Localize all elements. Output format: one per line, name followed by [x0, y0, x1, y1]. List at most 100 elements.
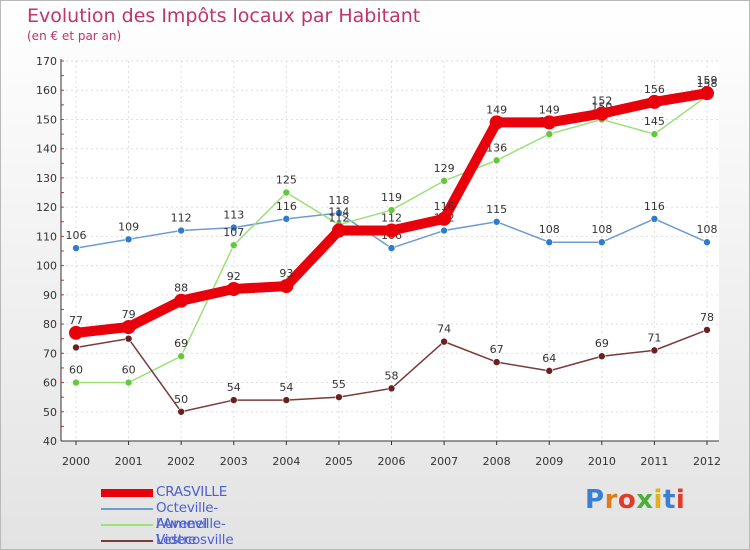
data-point [387, 384, 396, 393]
data-label: 108 [697, 223, 718, 236]
data-point [542, 115, 557, 130]
data-label: 79 [122, 308, 136, 321]
legend-label: CRASVILLE [156, 484, 228, 500]
legend-label: Octeville-l'Avenel [156, 500, 219, 532]
data-label: 116 [644, 200, 665, 213]
data-point [703, 238, 711, 247]
x-tick-label: 2008 [483, 455, 511, 468]
data-point [647, 94, 662, 109]
y-tick-label: 90 [43, 289, 57, 302]
data-point [384, 223, 399, 238]
line-chart: 40 50 60 70 80 90 100 110 120 130 140 150 160 170 2000… [36, 55, 721, 468]
data-point [177, 407, 185, 416]
legend-label: Videcosville [156, 532, 234, 548]
data-label: 93 [279, 267, 293, 280]
data-point [174, 293, 189, 308]
y-tick-label: 140 [36, 143, 57, 156]
data-label: 152 [591, 95, 612, 108]
data-point [598, 352, 606, 361]
chart-title: Evolution des Impôts locaux par Habitant [27, 5, 421, 27]
y-tick-label: 110 [36, 230, 57, 243]
data-label: 159 [697, 74, 718, 87]
data-point [492, 358, 501, 366]
data-label: 116 [434, 200, 455, 213]
x-tick-label: 2006 [378, 455, 406, 468]
data-label: 114 [328, 206, 349, 219]
data-label: 106 [66, 229, 87, 242]
data-point [124, 334, 133, 343]
data-label: 108 [539, 223, 560, 236]
data-point [279, 279, 294, 294]
data-label: 113 [223, 209, 244, 222]
x-tick-label: 2011 [640, 455, 668, 468]
data-point [440, 226, 448, 235]
data-point [545, 130, 554, 138]
x-tick-label: 2000 [62, 455, 90, 468]
y-tick-label: 50 [43, 406, 57, 419]
legend-swatch [101, 540, 153, 542]
data-point [650, 346, 659, 355]
data-label: 60 [69, 364, 83, 377]
data-label: 109 [118, 220, 139, 233]
data-label: 112 [328, 212, 349, 225]
data-label: 118 [328, 194, 349, 207]
data-point [124, 235, 133, 244]
data-point [437, 211, 452, 226]
logo-letter: x [636, 485, 654, 515]
data-point [598, 238, 606, 247]
data-label: 156 [644, 83, 665, 96]
data-label: 58 [385, 369, 399, 382]
logo-letter: o [617, 485, 637, 515]
x-tick-label: 2009 [535, 455, 563, 468]
data-point [229, 396, 238, 404]
data-point [331, 223, 346, 238]
data-point [72, 378, 80, 387]
data-point [545, 367, 554, 375]
data-label: 67 [490, 343, 504, 356]
data-label: 158 [697, 77, 718, 90]
data-label: 145 [644, 115, 665, 128]
data-point [489, 115, 504, 130]
data-label: 149 [539, 103, 560, 116]
data-label: 112 [171, 212, 192, 225]
data-label: 112 [381, 212, 402, 225]
data-point [650, 130, 659, 138]
legend-swatch [101, 489, 153, 497]
data-point [229, 223, 238, 232]
data-label: 115 [486, 203, 507, 216]
data-point [177, 226, 185, 235]
series-videcosville: 50 54 54 55 58 74 67 64 69 71 78 [72, 311, 714, 416]
logo-letter: i [653, 485, 663, 515]
y-tick-label: 40 [43, 435, 57, 448]
data-point [335, 393, 343, 401]
data-point [594, 106, 609, 121]
y-tick-label: 120 [36, 201, 57, 214]
data-point [69, 325, 83, 340]
data-point [282, 396, 291, 404]
data-point [229, 241, 238, 249]
logo-letter: t [662, 485, 676, 515]
data-point [545, 238, 554, 247]
data-label: 136 [486, 141, 507, 154]
y-tick-label: 130 [36, 172, 57, 185]
data-label: 71 [647, 331, 661, 344]
data-label: 77 [69, 314, 83, 327]
data-label: 107 [223, 226, 244, 239]
data-point [650, 215, 659, 223]
data-label: 69 [174, 337, 188, 350]
data-point [72, 343, 80, 352]
x-tick-label: 2003 [220, 455, 248, 468]
data-point [282, 215, 291, 223]
data-label: 88 [174, 282, 188, 295]
data-label: 54 [227, 381, 241, 394]
x-tick-label: 2004 [272, 455, 300, 468]
x-tick-label: 2005 [325, 455, 353, 468]
data-label: 50 [174, 393, 188, 406]
y-tick-label: 170 [36, 55, 57, 68]
legend-label: Aumeville-Lestre [156, 516, 226, 548]
y-tick-label: 60 [43, 377, 57, 390]
x-tick-label: 2001 [115, 455, 143, 468]
data-point [387, 244, 396, 252]
chart-subtitle: (en € et par an) [27, 29, 122, 43]
